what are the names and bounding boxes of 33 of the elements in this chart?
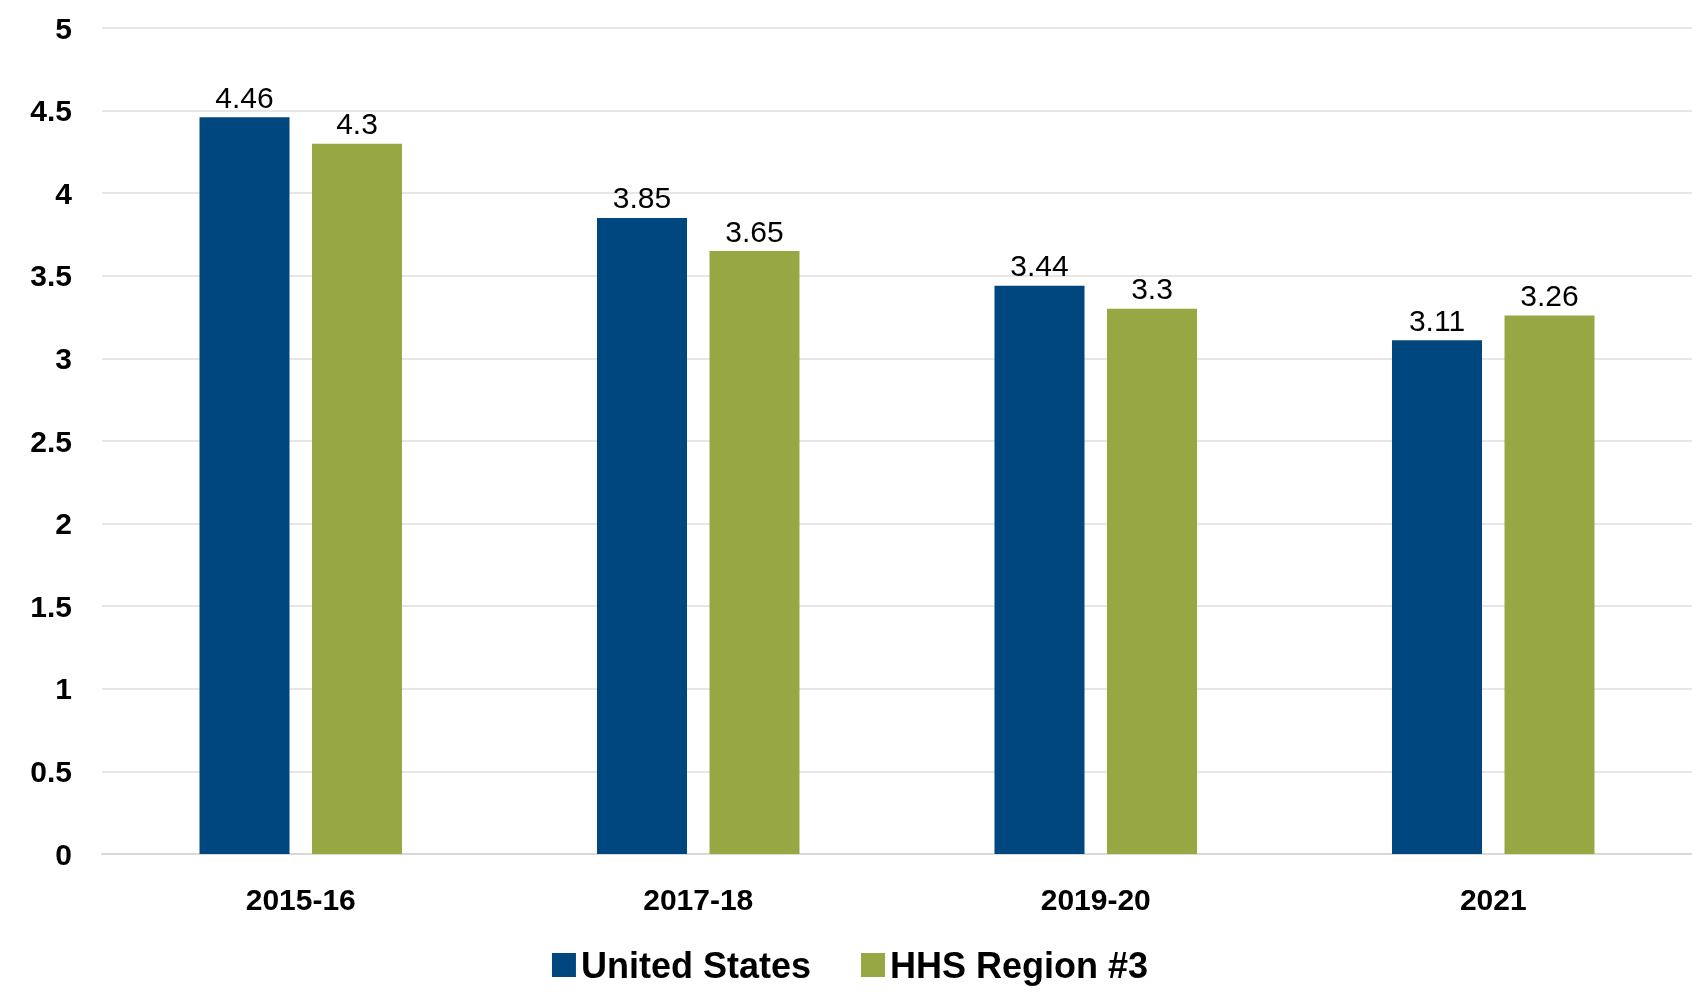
y-tick-label: 3.5: [30, 259, 72, 293]
bar: [597, 217, 687, 854]
data-label: 3.85: [612, 181, 672, 215]
data-label: 3.11: [1408, 303, 1466, 337]
y-tick-label: 2.5: [30, 424, 72, 458]
data-label: 3.44: [1010, 249, 1069, 283]
bar: [709, 251, 800, 854]
y-tick-label: 1.5: [30, 589, 72, 623]
y-tick-label: 1: [55, 672, 72, 706]
bar: [1392, 340, 1482, 854]
x-tick-label: 2019-20: [1040, 882, 1151, 916]
data-label: 3.26: [1520, 278, 1579, 312]
data-label: 4.3: [336, 107, 378, 141]
legend-label: United States: [580, 944, 811, 986]
y-tick-label: 0.5: [30, 754, 72, 788]
data-label: 4.46: [215, 80, 274, 114]
x-tick-label: 2017-18: [643, 882, 754, 916]
y-tick-label: 0: [55, 837, 72, 871]
y-tick-label: 5: [55, 11, 72, 45]
data-label: 3.3: [1131, 272, 1173, 306]
legend-label: HHS Region #3: [890, 944, 1149, 986]
y-tick-label: 3: [55, 341, 72, 375]
bar: [1107, 308, 1197, 854]
bar: [1504, 315, 1595, 854]
y-tick-label: 2: [55, 507, 72, 541]
x-tick-label: 2015-16: [245, 882, 356, 916]
bar: [199, 117, 290, 854]
data-label: 3.65: [725, 214, 784, 248]
y-tick-label: 4: [55, 176, 73, 210]
x-tick-label: 2021: [1459, 882, 1527, 916]
bar: [994, 285, 1085, 854]
y-tick-label: 4.5: [30, 94, 72, 128]
bar: [312, 143, 402, 854]
